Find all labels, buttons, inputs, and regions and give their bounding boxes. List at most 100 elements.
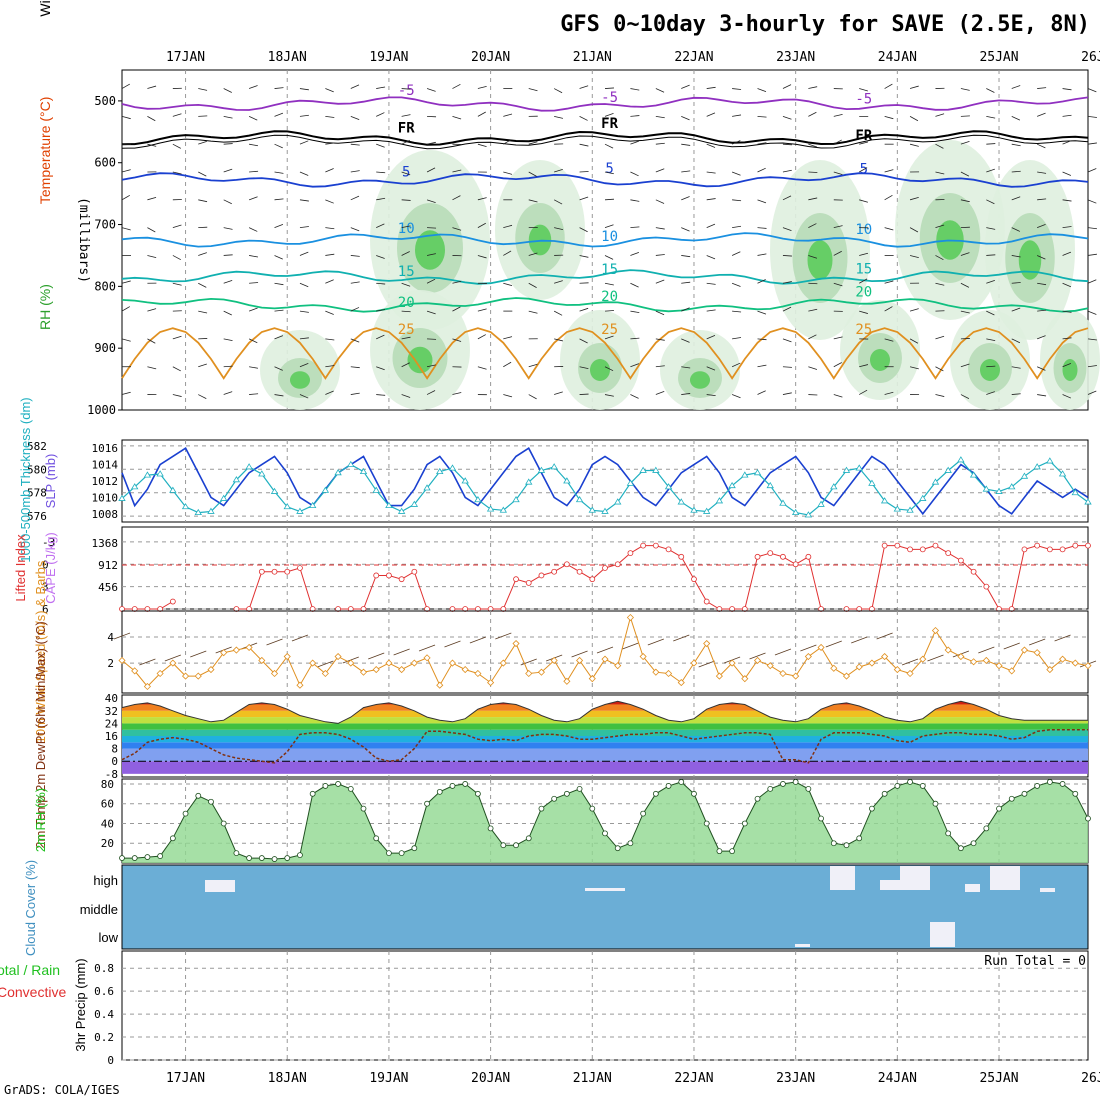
thickness-marker <box>436 467 444 475</box>
rh-shading <box>415 230 445 270</box>
wind-barb <box>274 171 284 174</box>
surface-wind-barb <box>978 646 995 654</box>
wind-speed-marker <box>385 659 393 667</box>
temp-bands <box>122 701 1088 774</box>
wind-barb <box>757 142 767 145</box>
surface-wind-barb <box>851 636 868 644</box>
wind-barb <box>960 88 970 91</box>
wind-barb <box>553 88 563 94</box>
wind-barb <box>1011 338 1021 344</box>
wind-barb <box>630 252 640 256</box>
contour-label: 20 <box>601 289 618 305</box>
surface-wind-barb <box>749 652 766 660</box>
wind-speed-marker <box>804 652 812 661</box>
wind-barb <box>299 362 309 368</box>
y-tick-label: 0.2 <box>94 1031 114 1044</box>
wind-speed-marker <box>817 643 825 652</box>
wind-barb <box>223 391 233 395</box>
wind-barb <box>1087 338 1097 341</box>
thickness-marker <box>652 466 660 473</box>
wind-barb <box>833 282 843 287</box>
lifted-index-marker <box>538 572 545 579</box>
wind-barb <box>833 171 843 176</box>
wind-barb <box>1062 114 1072 117</box>
wind-barb <box>681 170 691 173</box>
surface-wind-barb <box>596 646 614 654</box>
thickness-marker <box>690 506 698 513</box>
y-tick-label: 500 <box>94 94 116 108</box>
thickness-marker <box>728 481 736 489</box>
wind-barb <box>1087 115 1097 118</box>
wind-barb <box>782 338 792 343</box>
wind-barb <box>960 141 970 145</box>
y-tick-label: 1012 <box>92 475 119 488</box>
wind-speed-marker <box>753 656 762 665</box>
wind-barb <box>477 197 487 201</box>
wind-speed-marker <box>372 666 380 674</box>
wind-speed-marker <box>830 664 838 672</box>
wind-barb <box>376 86 386 89</box>
wind-barb <box>1087 227 1097 230</box>
wind-barb <box>299 114 309 117</box>
wind-barb <box>426 390 436 395</box>
wind-barb <box>884 391 894 395</box>
y-tick-label: 600 <box>94 156 116 170</box>
wind-barb <box>223 199 232 205</box>
surface-wind-barb <box>1029 638 1046 646</box>
wind-barb <box>1087 253 1097 256</box>
date-label-bottom: 18JAN <box>268 1071 307 1086</box>
y-tick-label: 16 <box>105 730 118 743</box>
date-label-bottom: 19JAN <box>369 1071 408 1086</box>
thickness-marker <box>131 483 139 490</box>
wind-speed-marker <box>881 652 889 661</box>
wind-barb <box>528 394 537 400</box>
wind-barb <box>782 306 792 312</box>
wind-barb <box>630 282 639 288</box>
wind-speed-marker <box>779 669 787 678</box>
rh-marker <box>640 810 647 817</box>
wind-barb <box>503 361 512 368</box>
temperature-contour <box>121 269 1089 285</box>
wind-barb <box>147 196 157 201</box>
wind-barb <box>121 194 130 201</box>
wind-barb <box>325 310 334 315</box>
wind-barb <box>706 223 716 229</box>
wind-speed-marker <box>766 662 774 670</box>
y-tick-label: middle <box>80 902 118 917</box>
wind-barb <box>757 310 767 315</box>
wind-barb <box>1087 390 1097 395</box>
wind-barb <box>452 280 462 284</box>
lifted-index-marker <box>767 550 774 556</box>
wind-barb <box>706 309 716 312</box>
wind-barb <box>757 115 767 118</box>
wind-barb <box>604 310 615 312</box>
lifted-index-marker <box>627 550 634 556</box>
wind-barb <box>731 171 741 176</box>
wind-barb <box>274 143 283 149</box>
wind-speed-marker <box>270 669 279 678</box>
wind-barb <box>909 116 919 122</box>
rh-marker <box>144 854 151 860</box>
wind-barb <box>757 338 767 341</box>
wind-barb <box>426 364 436 368</box>
wind-speed-marker <box>944 646 952 654</box>
rh-marker <box>983 825 990 832</box>
thickness-marker <box>347 460 355 467</box>
wind-barb <box>376 197 386 201</box>
y-axis-label-part: Wind (m/s) <box>37 0 53 17</box>
wind-barb <box>223 227 233 230</box>
wind-speed-marker <box>703 639 711 648</box>
lifted-index-marker <box>271 568 278 575</box>
wind-barb <box>859 167 868 173</box>
wind-speed-marker <box>334 652 342 661</box>
temp-band <box>122 729 1088 736</box>
wind-speed-marker <box>715 672 723 680</box>
date-label-top: 25JAN <box>979 50 1018 65</box>
temperature-contour <box>121 297 1089 313</box>
rh-marker <box>894 783 901 789</box>
wind-barb <box>986 279 995 284</box>
y-axis-label: 2m Temp 2m DewPt (6hr Min/Max) (°C) <box>33 621 48 848</box>
wind-barb <box>655 199 665 204</box>
wind-barb <box>909 338 919 344</box>
thickness-marker <box>1020 472 1029 479</box>
